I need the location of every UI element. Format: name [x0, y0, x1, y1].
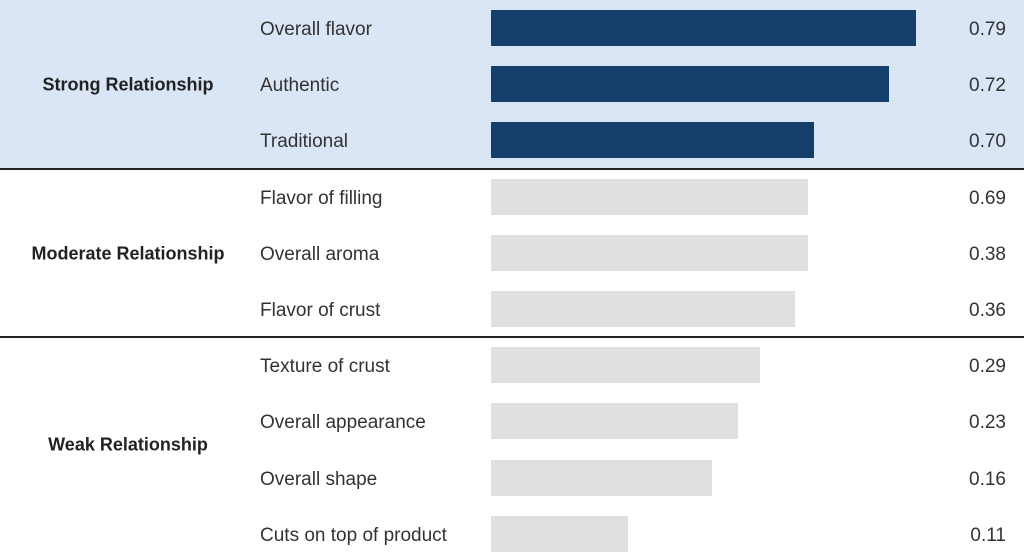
bar [491, 178, 809, 215]
group-divider [0, 336, 1024, 339]
value-label: 0.38 [969, 243, 1006, 265]
category-label: Cuts on top of product [260, 524, 447, 546]
value-label: 0.23 [969, 412, 1006, 434]
category-label: Overall shape [260, 468, 378, 490]
bar [491, 347, 760, 384]
category-label: Authentic [260, 75, 340, 97]
category-label: Overall aroma [260, 243, 380, 265]
bar [491, 234, 809, 271]
value-label: 0.29 [969, 356, 1006, 378]
value-label: 0.69 [969, 187, 1006, 209]
bar [491, 66, 890, 103]
bar [491, 291, 795, 327]
group-label: Moderate Relationship [31, 243, 225, 264]
category-label: Overall appearance [260, 412, 426, 434]
value-label: 0.70 [969, 131, 1006, 153]
value-label: 0.16 [969, 468, 1006, 490]
value-label: 0.36 [969, 300, 1006, 321]
category-label: Flavor of filling [260, 187, 383, 209]
value-label: 0.11 [970, 524, 1006, 546]
group-label: Strong Relationship [42, 74, 214, 95]
bar [491, 403, 739, 440]
group-label: Weak Relationship [48, 434, 208, 455]
bar [491, 459, 712, 496]
bar [491, 122, 814, 159]
category-label: Flavor of crust [260, 300, 381, 321]
group-divider [0, 167, 1024, 170]
value-label: 0.79 [969, 19, 1006, 40]
category-label: Texture of crust [260, 356, 390, 378]
value-label: 0.72 [969, 75, 1006, 97]
bar [491, 515, 629, 552]
bar [491, 10, 916, 46]
category-label: Traditional [260, 131, 349, 153]
category-label: Overall flavor [260, 19, 372, 40]
